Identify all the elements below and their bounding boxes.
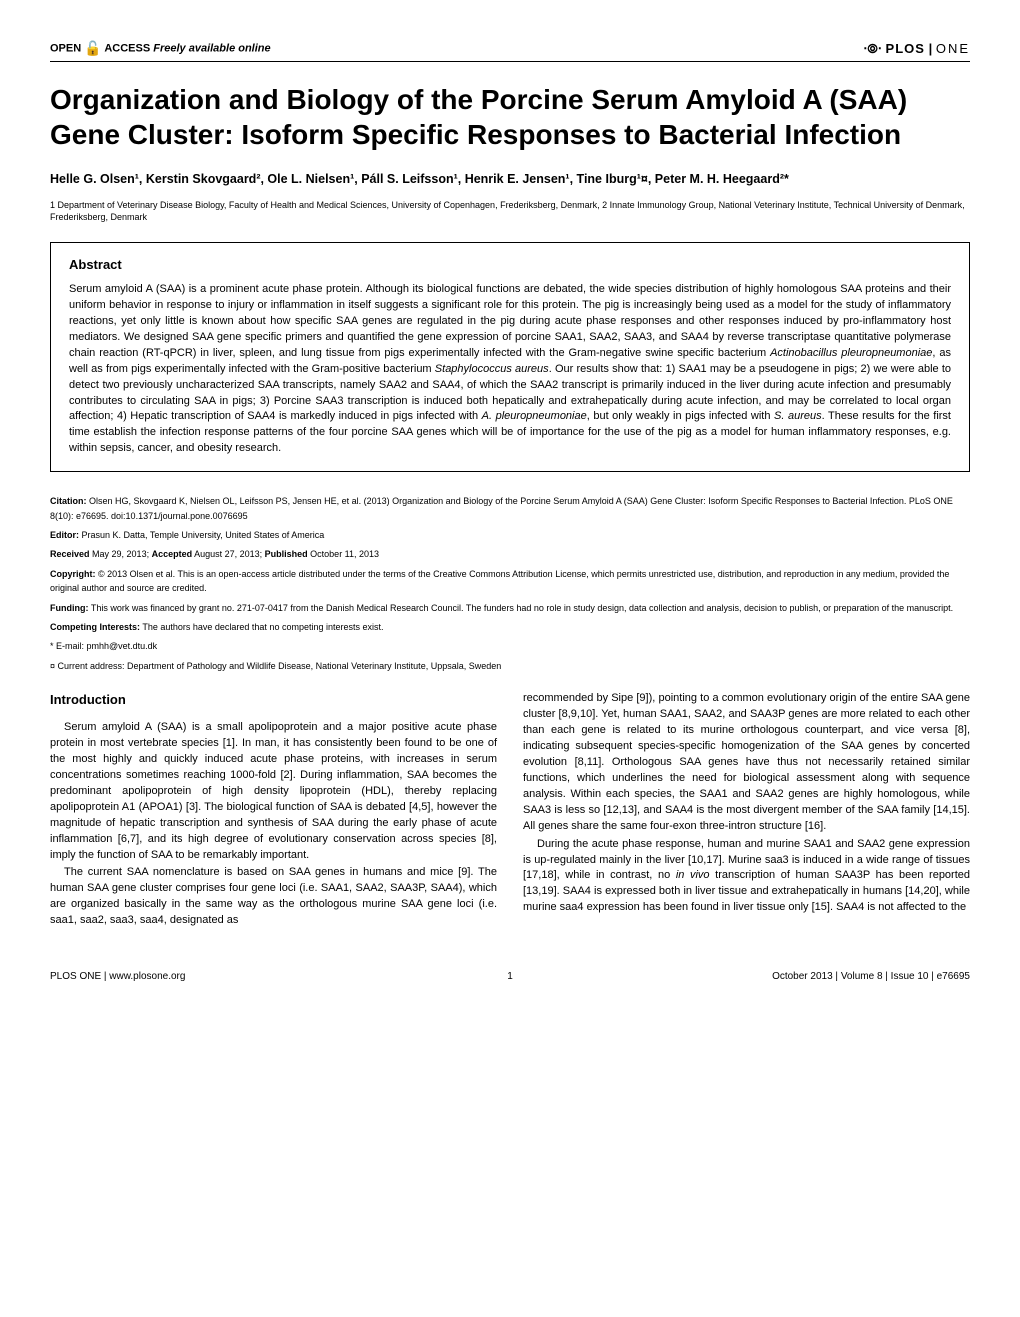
abstract-species4: S. aureus [774,410,822,422]
email-line: * E-mail: pmhh@vet.dtu.dk [50,639,970,653]
intro-p2: The current SAA nomenclature is based on… [50,865,497,929]
abstract-heading: Abstract [69,257,951,272]
dots-icon: ⋅⦾⋅ [863,41,882,56]
intro-p4-italic: in vivo [676,869,710,881]
journal-logo: ⋅⦾⋅ PLOS | ONE [863,41,970,57]
open-text: OPEN [50,42,81,54]
header-bar: OPEN 🔓 ACCESS Freely available online ⋅⦾… [50,40,970,62]
competing-line: Competing Interests: The authors have de… [50,620,970,634]
abstract-species2: Staphylococcus aureus [435,363,549,375]
affiliations: 1 Department of Veterinary Disease Biolo… [50,199,970,224]
funding-text: This work was financed by grant no. 271-… [88,603,953,613]
citation-text: Olsen HG, Skovgaard K, Nielsen OL, Leifs… [50,496,953,520]
copyright-line: Copyright: © 2013 Olsen et al. This is a… [50,567,970,596]
copyright-text: © 2013 Olsen et al. This is an open-acce… [50,569,949,593]
abstract-species1: Actinobacillus pleuropneumoniae [770,347,932,359]
column-right: recommended by Sipe [9]), pointing to a … [523,691,970,931]
accepted-label: Accepted [152,549,193,559]
divider: | [929,41,933,56]
freely-text: Freely available online [153,42,270,54]
abstract-text: Serum amyloid A (SAA) is a prominent acu… [69,282,951,457]
intro-p1: Serum amyloid A (SAA) is a small apolipo… [50,720,497,863]
citation-line: Citation: Olsen HG, Skovgaard K, Nielsen… [50,494,970,523]
footer-page-number: 1 [507,971,513,982]
intro-p4: During the acute phase response, human a… [523,837,970,917]
article-title: Organization and Biology of the Porcine … [50,82,970,152]
footer-left: PLOS ONE | www.plosone.org [50,971,185,982]
footer-right: October 2013 | Volume 8 | Issue 10 | e76… [772,971,970,982]
published-text: October 11, 2013 [308,549,379,559]
funding-line: Funding: This work was financed by grant… [50,601,970,615]
received-label: Received [50,549,90,559]
editor-label: Editor: [50,530,79,540]
copyright-label: Copyright: [50,569,96,579]
intro-heading: Introduction [50,691,497,710]
editor-text: Prasun K. Datta, Temple University, Unit… [79,530,324,540]
published-label: Published [265,549,308,559]
meta-block: Citation: Olsen HG, Skovgaard K, Nielsen… [50,494,970,673]
abstract-box: Abstract Serum amyloid A (SAA) is a prom… [50,242,970,472]
received-text: May 29, 2013; [90,549,152,559]
authors-list: Helle G. Olsen¹, Kerstin Skovgaard², Ole… [50,170,970,189]
logo-one: ONE [936,41,970,56]
editor-line: Editor: Prasun K. Datta, Temple Universi… [50,528,970,542]
competing-label: Competing Interests: [50,622,140,632]
intro-p3: recommended by Sipe [9]), pointing to a … [523,691,970,834]
logo-plos: PLOS [886,41,925,56]
citation-label: Citation: [50,496,87,506]
funding-label: Funding: [50,603,88,613]
column-left: Introduction Serum amyloid A (SAA) is a … [50,691,497,931]
lock-icon: 🔓 [84,40,101,56]
page-footer: PLOS ONE | www.plosone.org 1 October 201… [50,971,970,982]
abstract-species3: A. pleuropneumoniae [482,410,587,422]
body-columns: Introduction Serum amyloid A (SAA) is a … [50,691,970,931]
current-address-line: ¤ Current address: Department of Patholo… [50,659,970,673]
access-text: ACCESS [104,42,150,54]
accepted-text: August 27, 2013; [192,549,265,559]
abstract-part4: , but only weakly in pigs infected with [587,410,774,422]
open-access-label: OPEN 🔓 ACCESS Freely available online [50,40,271,57]
competing-text: The authors have declared that no compet… [140,622,383,632]
dates-line: Received May 29, 2013; Accepted August 2… [50,547,970,561]
